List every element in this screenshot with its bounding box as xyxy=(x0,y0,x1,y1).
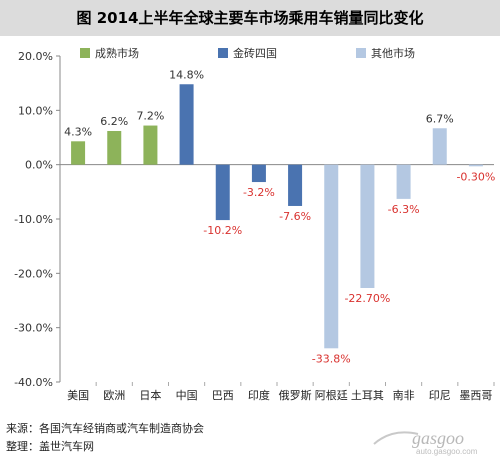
x-tick-label: 日本 xyxy=(139,388,161,402)
bar xyxy=(324,164,339,349)
y-tick-label: 20.0% xyxy=(18,50,53,63)
legend-label: 其他市场 xyxy=(371,46,415,60)
x-tick-label: 土耳其 xyxy=(351,389,384,402)
watermark-brand: gasgoo xyxy=(412,428,464,448)
source-note: 来源：各国汽车经销商或汽车制造商协会 xyxy=(6,422,204,435)
bar xyxy=(288,164,303,206)
y-tick-label: -20.0% xyxy=(14,267,53,280)
data-label: -22.70% xyxy=(344,292,390,305)
bar xyxy=(396,164,411,199)
x-tick-label: 欧洲 xyxy=(103,389,125,402)
x-tick-label: 印尼 xyxy=(429,389,451,402)
legend-label: 金砖四国 xyxy=(233,46,277,60)
title-bar xyxy=(0,0,500,36)
watermark-url: auto.gasgoo.com xyxy=(416,447,478,456)
data-label: 14.8% xyxy=(169,68,204,81)
data-label: 6.2% xyxy=(100,115,128,128)
bar xyxy=(468,164,483,167)
y-tick-label: 0.0% xyxy=(25,159,53,172)
chart-title: 图 2014上半年全球主要车市场乘用车销量同比变化 xyxy=(76,9,424,27)
bar xyxy=(215,164,230,221)
bar xyxy=(432,128,447,165)
x-tick-label: 阿根廷 xyxy=(315,388,348,402)
x-tick-label: 墨西哥 xyxy=(459,389,492,402)
x-tick-label: 巴西 xyxy=(212,389,234,402)
y-tick-label: -30.0% xyxy=(14,322,53,335)
legend-swatch xyxy=(218,48,228,58)
data-label: -3.2% xyxy=(243,186,275,199)
bar xyxy=(107,130,122,165)
bar xyxy=(251,164,266,183)
x-tick-label: 中国 xyxy=(176,389,198,402)
data-label: 7.2% xyxy=(136,110,164,123)
bar-chart: 20.0% 10.0% 0.0% -10.0% -20.0% -30.0% -40.0% 4.… xyxy=(14,46,495,402)
bar xyxy=(360,164,375,289)
legend-swatch xyxy=(356,48,366,58)
bar xyxy=(179,84,194,165)
y-tick-label: 10.0% xyxy=(18,104,53,117)
bar xyxy=(143,125,158,165)
data-label: -33.8% xyxy=(312,352,351,365)
legend-swatch xyxy=(80,48,90,58)
x-tick-label: 俄罗斯 xyxy=(279,389,312,402)
y-tick-label: -10.0% xyxy=(14,213,53,226)
data-label: -6.3% xyxy=(388,203,420,216)
x-tick-label: 印度 xyxy=(248,388,270,402)
gasgoo-logo: gasgoo auto.gasgoo.com xyxy=(373,428,478,456)
data-label: -0.30% xyxy=(456,170,495,183)
legend-label: 成熟市场 xyxy=(95,46,139,60)
compiled-note: 整理：盖世汽车网 xyxy=(6,440,94,453)
x-tick-label: 南非 xyxy=(393,389,415,402)
bar xyxy=(71,141,86,165)
y-tick-label: -40.0% xyxy=(14,376,53,389)
data-label: -7.6% xyxy=(279,210,311,223)
data-label: 4.3% xyxy=(64,125,92,138)
data-label: 6.7% xyxy=(426,112,454,125)
x-tick-label: 美国 xyxy=(67,389,89,402)
data-label: -10.2% xyxy=(203,224,242,237)
